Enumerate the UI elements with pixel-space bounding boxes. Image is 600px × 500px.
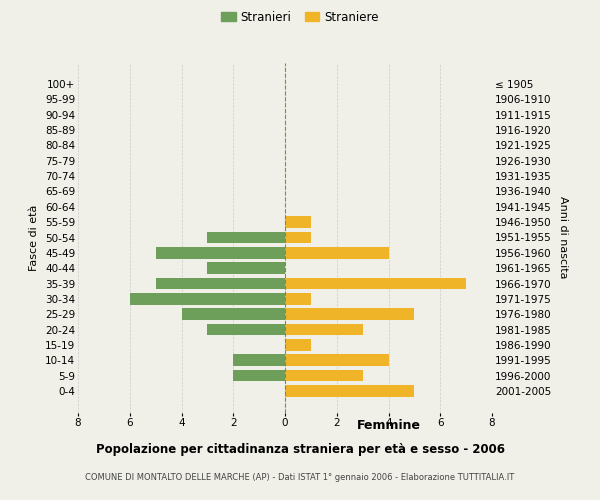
Text: Femmine: Femmine	[356, 418, 421, 432]
Bar	[233, 354, 285, 366]
Bar	[285, 370, 362, 382]
Bar	[285, 339, 311, 350]
Bar	[208, 262, 285, 274]
Y-axis label: Anni di nascita: Anni di nascita	[558, 196, 568, 278]
Bar	[285, 216, 311, 228]
Bar	[155, 278, 285, 289]
Text: Popolazione per cittadinanza straniera per età e sesso - 2006: Popolazione per cittadinanza straniera p…	[95, 442, 505, 456]
Bar	[285, 278, 466, 289]
Bar	[130, 293, 285, 304]
Bar	[182, 308, 285, 320]
Bar	[233, 370, 285, 382]
Bar	[285, 247, 389, 258]
Legend: Stranieri, Straniere: Stranieri, Straniere	[217, 6, 383, 28]
Bar	[285, 385, 415, 396]
Text: COMUNE DI MONTALTO DELLE MARCHE (AP) - Dati ISTAT 1° gennaio 2006 - Elaborazione: COMUNE DI MONTALTO DELLE MARCHE (AP) - D…	[85, 472, 515, 482]
Bar	[285, 232, 311, 243]
Bar	[285, 324, 362, 336]
Bar	[285, 354, 389, 366]
Bar	[208, 324, 285, 336]
Bar	[285, 308, 415, 320]
Y-axis label: Fasce di età: Fasce di età	[29, 204, 40, 270]
Bar	[208, 232, 285, 243]
Bar	[155, 247, 285, 258]
Bar	[285, 293, 311, 304]
